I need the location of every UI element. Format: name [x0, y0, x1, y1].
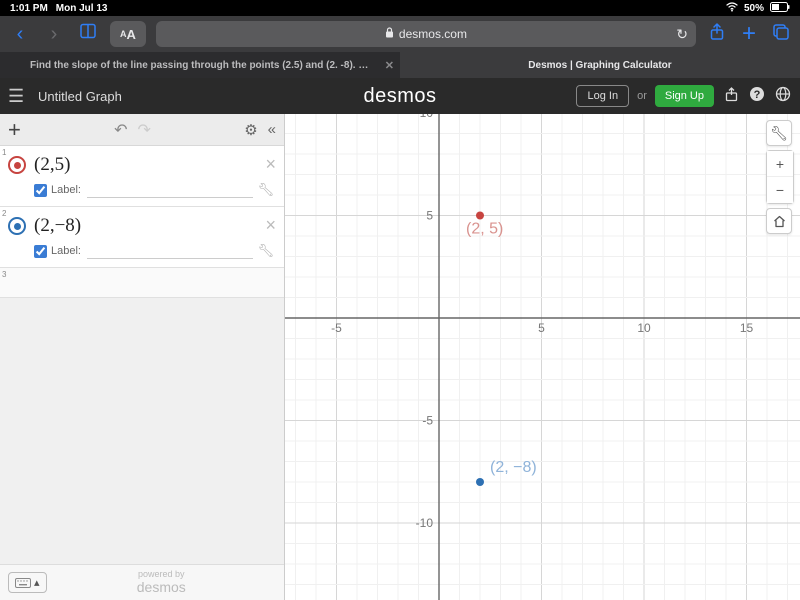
share-graph-icon[interactable]: [722, 87, 740, 106]
new-tab-button[interactable]: +: [738, 20, 760, 48]
svg-text:(2, 5): (2, 5): [466, 221, 503, 238]
point-color-icon[interactable]: [8, 156, 26, 174]
url-text: desmos.com: [399, 27, 467, 41]
graph-settings-button[interactable]: 🔧︎: [766, 120, 792, 146]
svg-text:5: 5: [426, 209, 433, 223]
add-expression-button[interactable]: +: [8, 117, 21, 143]
zoom-out-button[interactable]: −: [767, 177, 793, 203]
desmos-logo: desmos: [363, 85, 436, 108]
safari-toolbar: ‹ › AAAA desmos.com ↻ +: [0, 16, 800, 52]
tab-label: Desmos | Graphing Calculator: [528, 60, 671, 71]
lock-icon: [385, 27, 394, 41]
tab-inactive[interactable]: Find the slope of the line passing throu…: [0, 52, 400, 78]
label-input[interactable]: [87, 244, 254, 259]
label-text: Label:: [51, 184, 81, 196]
delete-expression-icon[interactable]: ×: [265, 215, 276, 236]
svg-text:-10: -10: [416, 516, 434, 530]
status-time: 1:01 PM: [10, 3, 48, 14]
menu-button[interactable]: ☰: [8, 86, 32, 107]
delete-expression-icon[interactable]: ×: [265, 154, 276, 175]
wifi-icon: [726, 2, 738, 15]
home-button[interactable]: [766, 208, 792, 234]
back-button[interactable]: ‹: [8, 23, 32, 46]
expression-panel: + ↶ ↷ ⚙ « 1 (2,5) × Label: 🔧︎ 2 (2,−8) ×: [0, 114, 285, 600]
language-icon[interactable]: [774, 86, 792, 106]
expr-index: 3: [2, 270, 6, 279]
graph-area[interactable]: -10-55101520105-5-10-15(2, 5)(2, −8) 🔧︎ …: [285, 114, 800, 600]
tab-strip: Find the slope of the line passing throu…: [0, 52, 800, 78]
expression-text[interactable]: (2,−8): [34, 215, 81, 236]
forward-button[interactable]: ›: [42, 23, 66, 46]
tab-label: Find the slope of the line passing throu…: [30, 60, 370, 71]
ipad-status-bar: 1:01 PM Mon Jul 13 50%: [0, 0, 800, 16]
tabs-button[interactable]: [770, 23, 792, 46]
expression-row[interactable]: 1 (2,5) × Label: 🔧︎: [0, 146, 284, 207]
svg-text:5: 5: [538, 321, 545, 335]
expr-options-icon[interactable]: 🔧︎: [257, 182, 274, 198]
login-button[interactable]: Log In: [576, 85, 629, 107]
zoom-in-button[interactable]: +: [767, 151, 793, 177]
expr-index: 2: [2, 209, 6, 218]
list-settings-icon[interactable]: ⚙: [244, 121, 257, 139]
redo-button[interactable]: ↷: [138, 120, 151, 140]
keypad-button[interactable]: ▴: [8, 572, 47, 593]
graph-controls: 🔧︎ + −: [766, 120, 794, 234]
svg-text:10: 10: [637, 321, 651, 335]
expr-options-icon[interactable]: 🔧︎: [257, 243, 274, 259]
undo-button[interactable]: ↶: [114, 120, 127, 140]
expr-index: 1: [2, 148, 6, 157]
point-color-icon[interactable]: [8, 217, 26, 235]
svg-text:?: ?: [754, 89, 761, 101]
tab-close-icon[interactable]: ✕: [385, 59, 394, 72]
collapse-panel-icon[interactable]: «: [268, 121, 276, 138]
status-date: Mon Jul 13: [56, 3, 108, 14]
tab-active[interactable]: Desmos | Graphing Calculator: [400, 52, 800, 78]
signup-button[interactable]: Sign Up: [655, 85, 714, 107]
refresh-button[interactable]: ↻: [676, 26, 688, 43]
url-bar[interactable]: desmos.com ↻: [156, 21, 696, 47]
expression-row[interactable]: 3: [0, 268, 284, 298]
svg-text:15: 15: [740, 321, 754, 335]
svg-text:10: 10: [420, 114, 434, 120]
expression-text[interactable]: (2,5): [34, 154, 70, 175]
svg-text:-5: -5: [422, 414, 433, 428]
expression-row[interactable]: 2 (2,−8) × Label: 🔧︎: [0, 207, 284, 268]
battery-pct: 50%: [744, 3, 764, 14]
label-input[interactable]: [87, 183, 254, 198]
graph-grid: -10-55101520105-5-10-15(2, 5)(2, −8): [285, 114, 800, 600]
desmos-header: ☰ Untitled Graph desmos Log In or Sign U…: [0, 78, 800, 114]
panel-footer: ▴ powered by desmos: [0, 564, 284, 600]
expression-toolbar: + ↶ ↷ ⚙ «: [0, 114, 284, 146]
label-checkbox[interactable]: [34, 184, 47, 197]
text-size-button[interactable]: AAAA: [110, 21, 146, 47]
svg-text:-5: -5: [331, 321, 342, 335]
help-icon[interactable]: ?: [748, 86, 766, 106]
powered-by: powered by desmos: [137, 570, 186, 595]
or-text: or: [637, 90, 647, 102]
share-button[interactable]: [706, 23, 728, 46]
battery-icon: [770, 2, 790, 15]
label-text: Label:: [51, 245, 81, 257]
bookmarks-button[interactable]: [76, 22, 100, 46]
label-checkbox[interactable]: [34, 245, 47, 258]
svg-text:(2, −8): (2, −8): [490, 459, 537, 476]
graph-title[interactable]: Untitled Graph: [38, 89, 122, 104]
